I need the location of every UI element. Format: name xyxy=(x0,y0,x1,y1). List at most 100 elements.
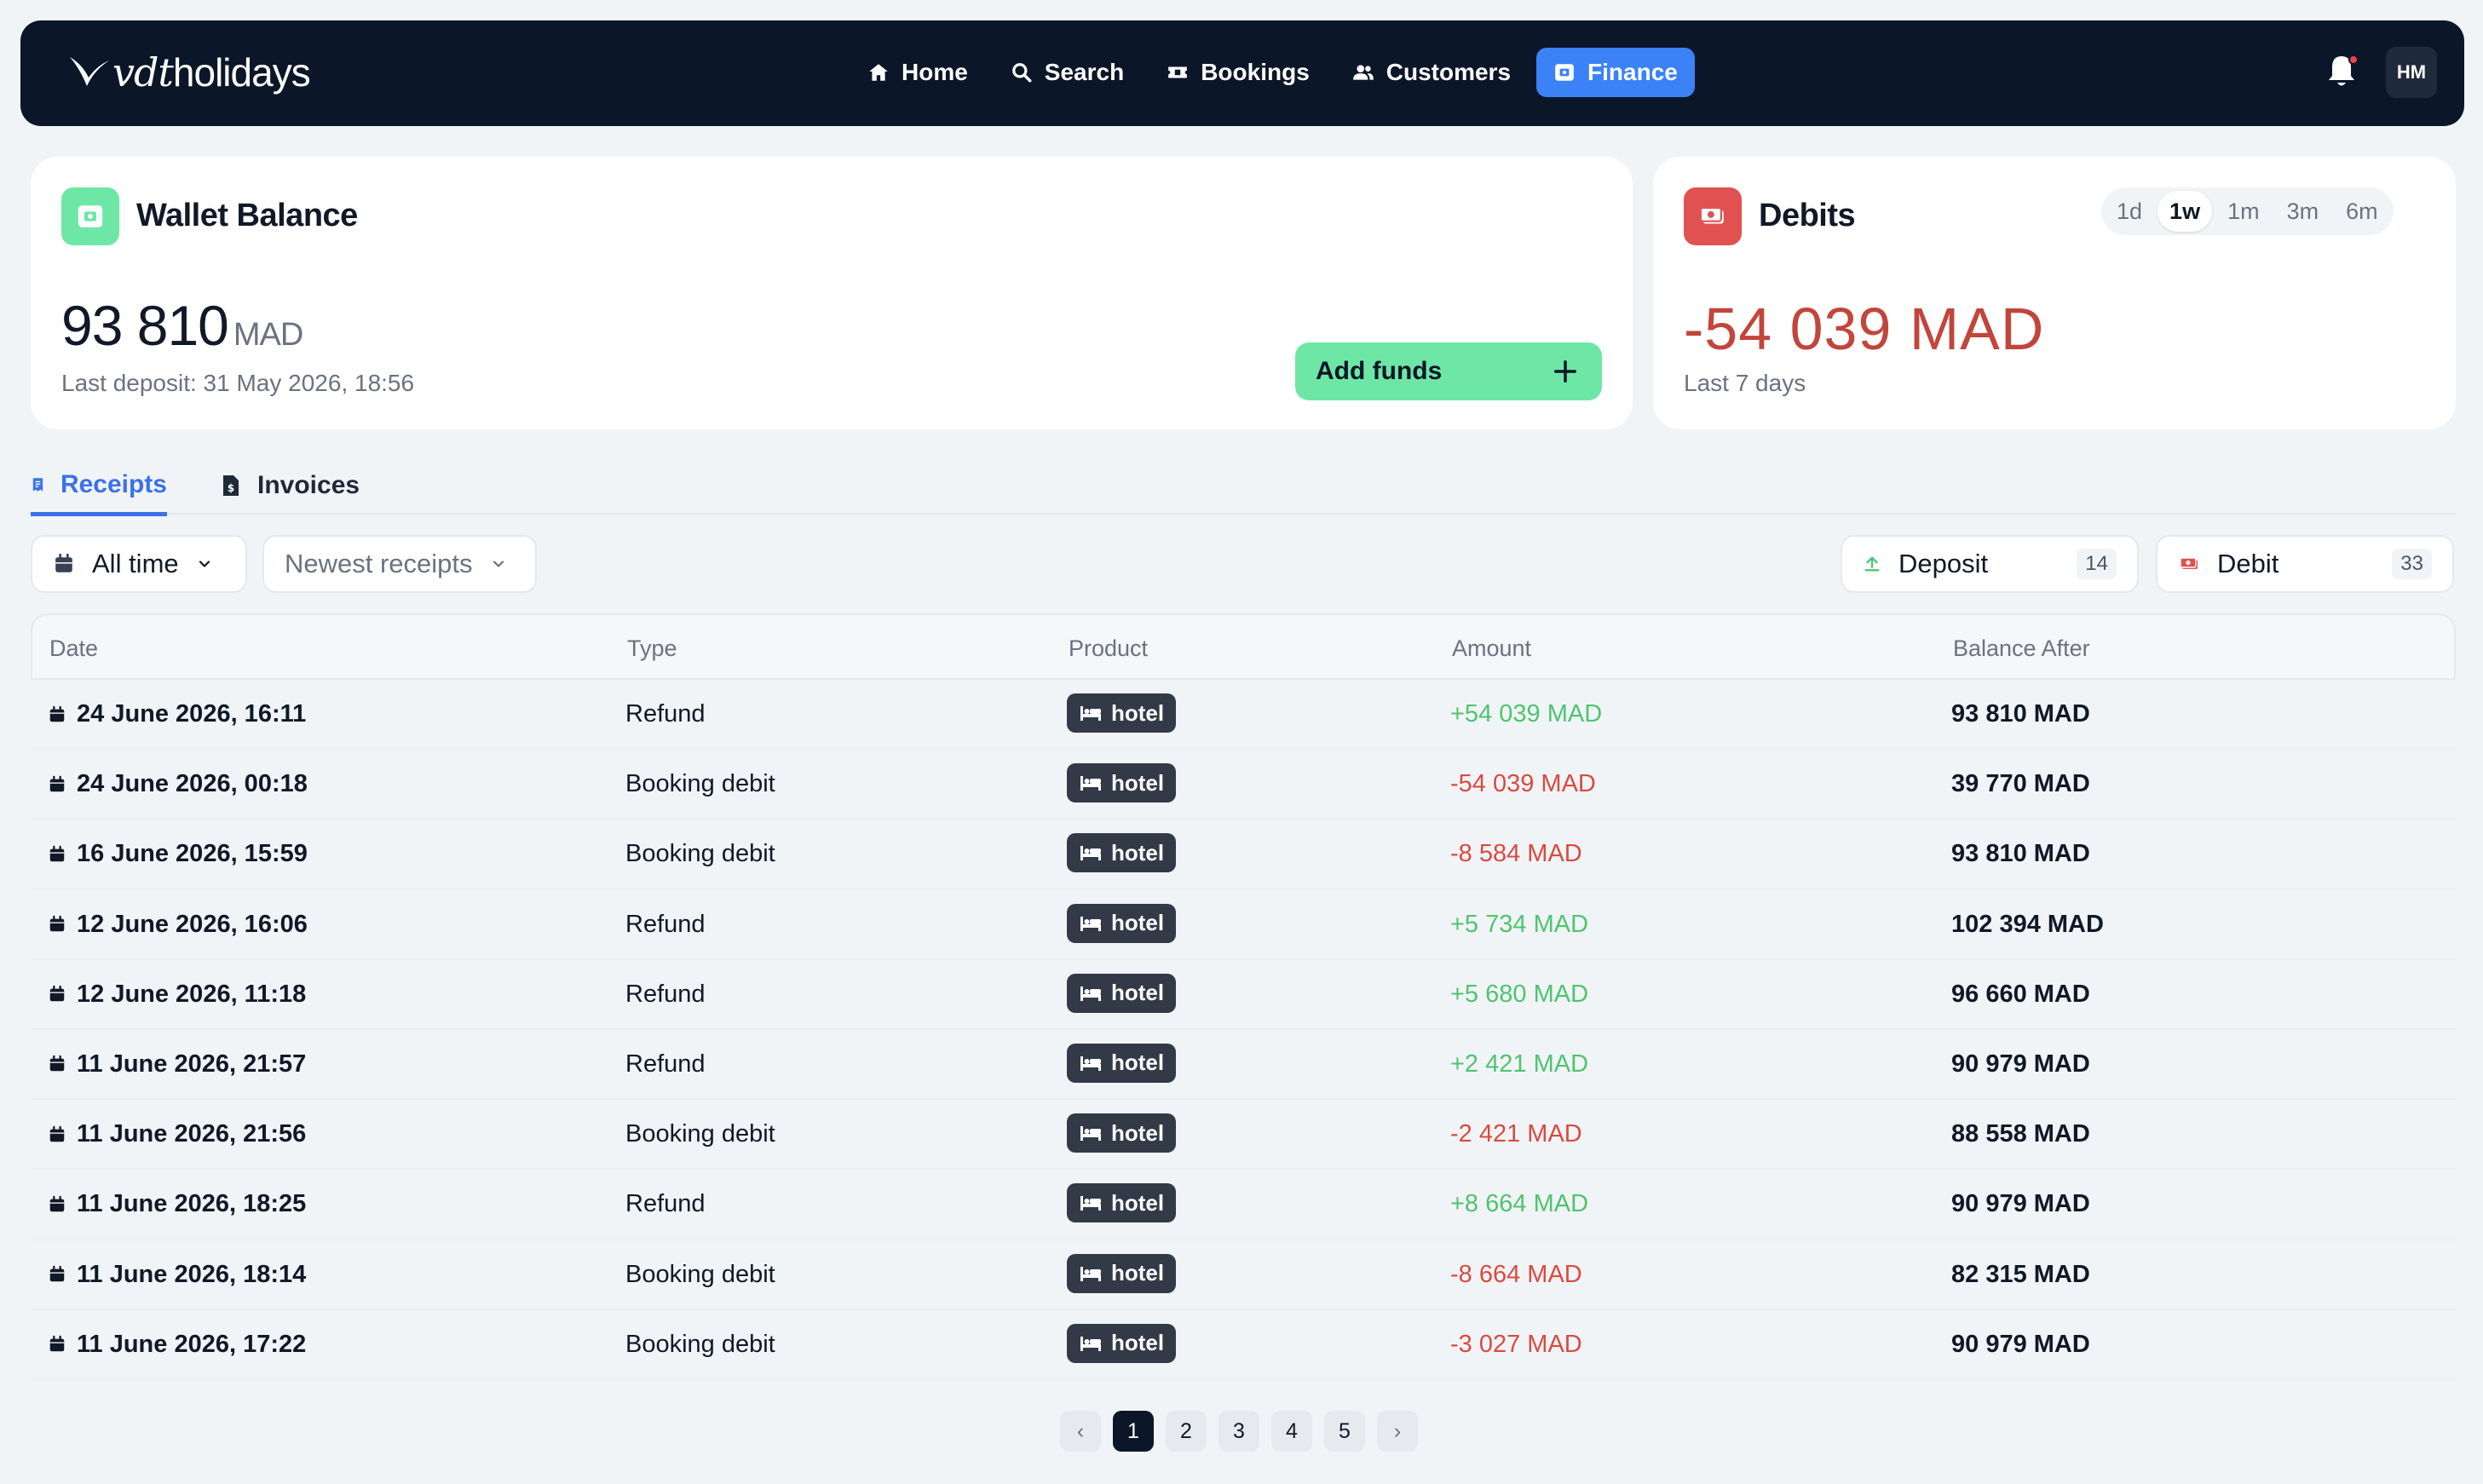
table-row[interactable]: 16 June 2026, 15:59 Booking debit hotel -8 … xyxy=(31,820,2456,890)
tab-receipts[interactable]: Receipts xyxy=(31,457,167,516)
calendar-icon xyxy=(49,1125,65,1142)
invoice-icon: $ xyxy=(223,475,239,496)
row-type: Refund xyxy=(625,1190,706,1218)
svg-text:$: $ xyxy=(228,482,234,494)
col-amount[interactable]: Amount xyxy=(1452,636,1532,661)
page-3-button[interactable]: 3 xyxy=(1218,1411,1259,1452)
row-balance-after: 90 979 MAD xyxy=(1951,1330,2090,1358)
nav-home[interactable]: Home xyxy=(850,48,985,97)
wallet-icon xyxy=(1555,64,1574,81)
debit-filter-toggle[interactable]: Debit 33 xyxy=(2156,535,2454,593)
row-type: Booking debit xyxy=(625,1260,775,1288)
row-amount: -3 027 MAD xyxy=(1450,1330,1582,1358)
users-icon xyxy=(1352,65,1374,80)
receipt-icon xyxy=(32,477,43,492)
col-type[interactable]: Type xyxy=(627,636,677,661)
row-product: hotel xyxy=(1067,903,1177,943)
row-product: hotel xyxy=(1067,1113,1177,1153)
range-6m[interactable]: 6m xyxy=(2346,198,2378,224)
wallet-currency: MAD xyxy=(233,317,303,353)
range-1d[interactable]: 1d xyxy=(2117,198,2143,224)
sort-dropdown[interactable]: Newest receipts xyxy=(262,535,537,593)
period-filter-dropdown[interactable]: All time xyxy=(31,535,247,593)
range-1m[interactable]: 1m xyxy=(2227,198,2260,224)
row-date: 11 June 2026, 18:14 xyxy=(48,1261,306,1289)
calendar-icon xyxy=(49,1195,65,1212)
notification-bell-icon[interactable] xyxy=(2325,53,2359,90)
bed-icon xyxy=(1080,846,1101,861)
table-row[interactable]: 24 June 2026, 16:11 Refund hotel +54 039 MA… xyxy=(31,680,2456,751)
product-badge: hotel xyxy=(1067,1253,1177,1293)
wallet-balance-amount: 93 810 MAD xyxy=(61,294,303,357)
product-badge: hotel xyxy=(1067,1043,1177,1083)
wallet-icon xyxy=(78,205,103,227)
row-balance-after: 90 979 MAD xyxy=(1951,1050,2090,1078)
pagination: ‹ 1 2 3 4 5 › xyxy=(1060,1411,1418,1452)
range-3m[interactable]: 3m xyxy=(2286,198,2319,224)
bed-icon xyxy=(1080,986,1101,1001)
row-product: hotel xyxy=(1067,1043,1177,1083)
row-balance-after: 93 810 MAD xyxy=(1951,700,2090,728)
debit-count-badge: 33 xyxy=(2392,549,2432,579)
row-date: 11 June 2026, 21:56 xyxy=(48,1120,306,1148)
row-amount: +2 421 MAD xyxy=(1450,1050,1589,1078)
nav-search[interactable]: Search xyxy=(994,48,1141,97)
bed-icon xyxy=(1080,1266,1101,1281)
row-amount: +54 039 MAD xyxy=(1450,700,1603,728)
add-funds-button[interactable]: Add funds xyxy=(1295,342,1602,400)
table-row[interactable]: 11 June 2026, 18:25 Refund hotel +8 664 MAD… xyxy=(31,1170,2456,1240)
product-badge: hotel xyxy=(1067,1323,1177,1363)
table-row[interactable]: 11 June 2026, 17:22 Booking debit hotel -3 … xyxy=(31,1310,2456,1380)
row-balance-after: 90 979 MAD xyxy=(1951,1190,2090,1218)
row-date: 24 June 2026, 00:18 xyxy=(48,770,308,798)
wallet-title: Wallet Balance xyxy=(136,198,358,233)
table-row[interactable]: 11 June 2026, 18:14 Booking debit hotel -8 … xyxy=(31,1240,2456,1310)
table-row[interactable]: 12 June 2026, 11:18 Refund hotel +5 680 MAD… xyxy=(31,960,2456,1030)
row-product: hotel xyxy=(1067,1183,1177,1223)
user-avatar[interactable]: HM xyxy=(2386,47,2437,98)
page-1-button[interactable]: 1 xyxy=(1113,1411,1154,1452)
upload-icon xyxy=(1864,556,1880,572)
table-row[interactable]: 12 June 2026, 16:06 Refund hotel +5 734 MAD… xyxy=(31,890,2456,960)
col-product[interactable]: Product xyxy=(1069,636,1149,661)
debits-card-icon xyxy=(1684,187,1742,245)
col-date[interactable]: Date xyxy=(49,636,99,661)
row-product: hotel xyxy=(1067,1253,1177,1293)
calendar-icon xyxy=(49,705,65,722)
row-type: Booking debit xyxy=(625,840,775,868)
row-balance-after: 96 660 MAD xyxy=(1951,980,2090,1008)
range-1w[interactable]: 1w xyxy=(2158,191,2213,232)
row-balance-after: 102 394 MAD xyxy=(1951,910,2104,938)
row-date: 16 June 2026, 15:59 xyxy=(48,840,308,868)
table-row[interactable]: 11 June 2026, 21:56 Booking debit hotel -2 … xyxy=(31,1100,2456,1171)
nav-bookings[interactable]: Bookings xyxy=(1149,48,1327,97)
deposit-filter-toggle[interactable]: Deposit 14 xyxy=(1841,535,2139,593)
row-product: hotel xyxy=(1067,763,1177,803)
row-type: Refund xyxy=(625,700,706,728)
row-date: 24 June 2026, 16:11 xyxy=(48,700,306,728)
calendar-icon xyxy=(49,845,65,862)
table-row[interactable]: 24 June 2026, 00:18 Booking debit hotel -54… xyxy=(31,750,2456,820)
row-amount: +5 734 MAD xyxy=(1450,910,1589,938)
prev-page-button[interactable]: ‹ xyxy=(1060,1411,1101,1452)
product-badge: hotel xyxy=(1067,1113,1177,1153)
table-row[interactable]: 11 June 2026, 21:57 Refund hotel +2 421 MAD… xyxy=(31,1030,2456,1101)
bed-icon xyxy=(1080,1126,1101,1142)
nav-finance[interactable]: Finance xyxy=(1536,48,1695,97)
main-nav: Home Search Bookings Customers Finance xyxy=(850,48,1695,97)
col-balance-after[interactable]: Balance After xyxy=(1953,636,2090,661)
brand-logo[interactable]: vdtholidays xyxy=(68,49,311,95)
row-type: Refund xyxy=(625,980,706,1008)
page-2-button[interactable]: 2 xyxy=(1166,1411,1207,1452)
chevron-down-icon xyxy=(199,561,210,567)
nav-customers[interactable]: Customers xyxy=(1335,48,1528,97)
page-5-button[interactable]: 5 xyxy=(1324,1411,1365,1452)
bed-icon xyxy=(1080,1196,1101,1211)
next-page-button[interactable]: › xyxy=(1377,1411,1418,1452)
table-body: 24 June 2026, 16:11 Refund hotel +54 039 MA… xyxy=(31,680,2456,1380)
row-amount: -8 584 MAD xyxy=(1450,840,1582,868)
bed-icon xyxy=(1080,706,1101,721)
page-4-button[interactable]: 4 xyxy=(1271,1411,1312,1452)
row-balance-after: 93 810 MAD xyxy=(1951,840,2090,868)
tab-invoices[interactable]: $ Invoices xyxy=(220,457,360,515)
